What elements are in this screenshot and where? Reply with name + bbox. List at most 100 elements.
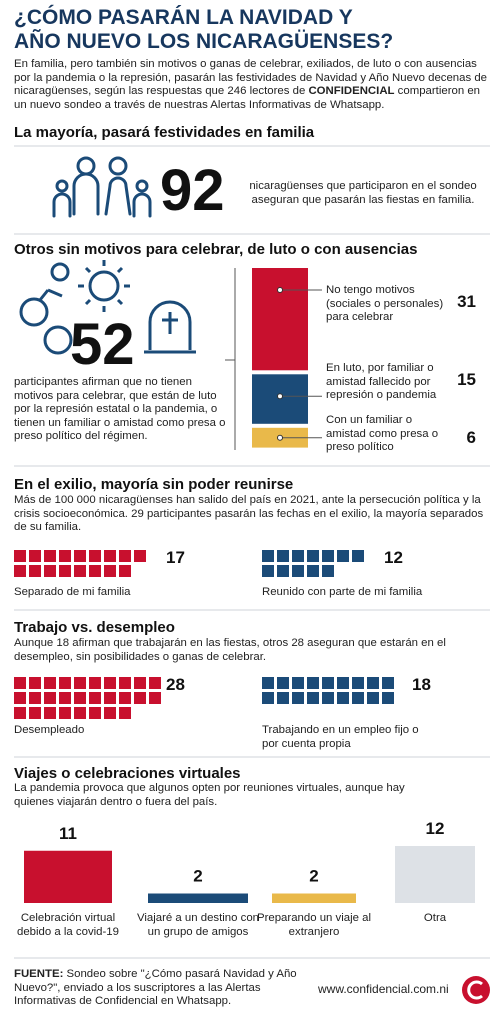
- section-text: participantes afirman que no tienen moti…: [14, 376, 226, 443]
- waffle-cell: [89, 677, 101, 689]
- section-heading: Viajes o celebraciones virtuales: [14, 765, 241, 782]
- waffle-cell: [292, 692, 304, 704]
- category-label: Desempleado: [14, 724, 85, 736]
- leader-dot: [277, 393, 283, 400]
- value-label: 11: [59, 824, 77, 843]
- waffle-cell: [382, 677, 394, 689]
- bar-chart: 11 2 2 12: [24, 819, 475, 903]
- waffle-cell: [307, 550, 319, 562]
- waffle-cell: [337, 677, 349, 689]
- waffle-cell: [29, 677, 41, 689]
- waffle-cell: [292, 565, 304, 577]
- virus-icon: [50, 260, 130, 312]
- waffle-cell: [74, 692, 86, 704]
- waffle-cell: [89, 565, 101, 577]
- waffle: [262, 550, 364, 577]
- section-text: nicaragüenses que participaron en el son…: [249, 180, 477, 206]
- waffle-cell: [104, 677, 116, 689]
- category-label: Trabajando en un empleo fijo o por cuent…: [262, 724, 419, 750]
- leader-dot: [277, 287, 283, 293]
- category-label: Celebración virtual debido a la covid-19: [17, 912, 119, 938]
- logo: [462, 976, 490, 1004]
- waffle: [262, 677, 394, 704]
- waffle-cell: [119, 565, 131, 577]
- section-text: La pandemia provoca que algunos opten po…: [14, 782, 405, 808]
- waffle-cell: [89, 707, 101, 719]
- value-label: 28: [166, 675, 185, 694]
- intro: En familia, pero también sin motivos o g…: [14, 58, 492, 112]
- waffle-cell: [104, 565, 116, 577]
- section-heading: La mayoría, pasará festividades en famil…: [14, 124, 315, 141]
- value-label: 17: [166, 548, 185, 567]
- tomb-icon: [144, 300, 196, 354]
- waffle-cell: [337, 692, 349, 704]
- waffle-cell: [14, 707, 26, 719]
- waffle-cell: [44, 550, 56, 562]
- waffle-cell: [277, 692, 289, 704]
- waffle-cell: [89, 550, 101, 562]
- waffle-cell: [134, 550, 146, 562]
- waffle-cell: [307, 692, 319, 704]
- waffle: [14, 677, 161, 719]
- category-label: Separado de mi familia: [14, 586, 131, 598]
- waffle-cell: [59, 707, 71, 719]
- waffle-cell: [44, 565, 56, 577]
- waffle-cell: [29, 692, 41, 704]
- big-number: 92: [160, 158, 225, 223]
- waffle-cell: [367, 692, 379, 704]
- source-text: Sondeo sobre "¿Cómo pasará Navidad y Año…: [14, 968, 297, 1008]
- intro-text: compartieron en un nuevo sondeo a través…: [14, 85, 480, 111]
- website: www.confidencial.com.ni: [318, 982, 449, 996]
- section-text: Aunque 18 afirman que trabajarán en las …: [14, 637, 446, 663]
- waffle-cell: [104, 692, 116, 704]
- waffle-cell: [119, 692, 131, 704]
- waffle-cell: [29, 565, 41, 577]
- waffle-cell: [59, 550, 71, 562]
- waffle-cell: [382, 692, 394, 704]
- value-label: 15: [457, 370, 476, 389]
- waffle-cell: [29, 550, 41, 562]
- waffle-cell: [322, 692, 334, 704]
- waffle-cell: [352, 550, 364, 562]
- waffle-cell: [262, 692, 274, 704]
- source-label: FUENTE:: [14, 968, 64, 980]
- waffle-cell: [262, 565, 274, 577]
- waffle-cell: [44, 707, 56, 719]
- title-line: AÑO NUEVO LOS NICARAGÜENSES?: [14, 30, 394, 53]
- waffle-cell: [277, 550, 289, 562]
- separators: [14, 145, 490, 959]
- waffle: [14, 550, 146, 577]
- waffle-chart: [14, 677, 394, 719]
- waffle-cell: [74, 550, 86, 562]
- waffle-cell: [104, 707, 116, 719]
- waffle-cell: [14, 692, 26, 704]
- waffle-cell: [29, 707, 41, 719]
- waffle-cell: [14, 550, 26, 562]
- value-label: 2: [309, 867, 318, 886]
- waffle-cell: [307, 677, 319, 689]
- waffle-cell: [277, 565, 289, 577]
- waffle-cell: [337, 550, 349, 562]
- bar-segment: [252, 268, 308, 371]
- waffle-cell: [322, 677, 334, 689]
- waffle-chart: [14, 550, 364, 577]
- bar: [395, 846, 475, 903]
- waffle-cell: [292, 677, 304, 689]
- waffle-cell: [59, 677, 71, 689]
- waffle-cell: [119, 677, 131, 689]
- big-number: 52: [70, 312, 135, 377]
- waffle-cell: [292, 550, 304, 562]
- waffle-cell: [44, 692, 56, 704]
- waffle-cell: [74, 565, 86, 577]
- waffle-cell: [59, 565, 71, 577]
- bar: [272, 893, 356, 903]
- section-text: Más de 100 000 nicaragüenses han salido …: [14, 494, 484, 534]
- section-heading: Otros sin motivos para celebrar, de luto…: [14, 241, 418, 258]
- waffle-cell: [59, 692, 71, 704]
- bar: [24, 850, 112, 903]
- waffle-cell: [44, 677, 56, 689]
- waffle-cell: [74, 677, 86, 689]
- family-icon: [52, 156, 152, 218]
